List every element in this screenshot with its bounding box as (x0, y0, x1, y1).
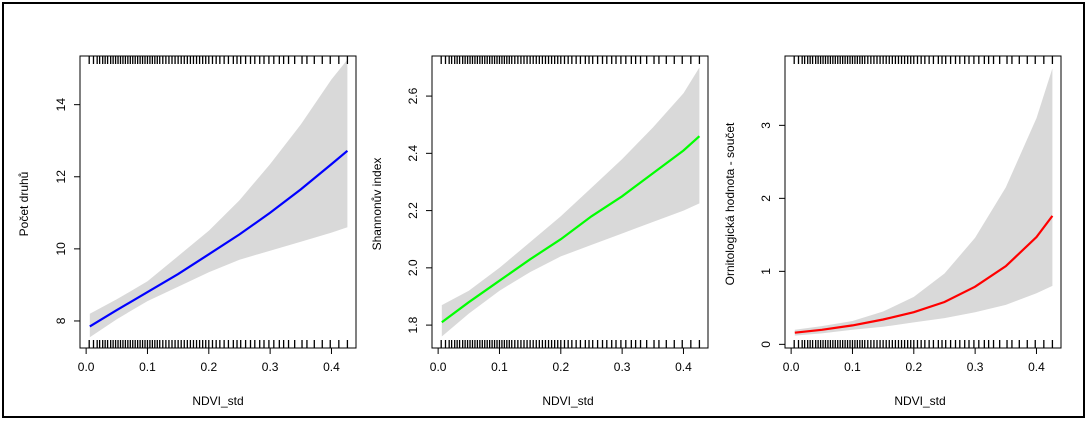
x-axis-label: NDVI_std (192, 394, 243, 408)
confidence-band (441, 67, 700, 337)
x-axis-label: NDVI_std (542, 394, 593, 408)
chart-panels: NDVI_std Počet druhů 0.0 0.1 0.2 0.3 0.48101… (17, 55, 1062, 408)
x-tick-label: 0.1 (139, 360, 156, 374)
y-tick-label: 1.8 (406, 316, 420, 333)
y-tick-label: 0 (759, 341, 773, 348)
plot-frame (784, 55, 1062, 349)
figure-frame: NDVI_std Počet druhů 0.0 0.1 0.2 0.3 0.4 8 10 1… (2, 2, 1085, 418)
y-tick-label: 14 (54, 98, 68, 112)
y-tick-label: 2.0 (406, 259, 420, 276)
x-tick-label: 0.1 (844, 360, 861, 374)
plot-frame (79, 55, 357, 349)
x-tick-label: 0.2 (905, 360, 922, 374)
x-axis-label: NDVI_std (894, 394, 945, 408)
panel-shannon-index: NDVI_std Shannonův index 0.0 0.1 0.2 0.3 0.4… (370, 55, 709, 408)
x-tick-label: 0.4 (323, 360, 340, 374)
y-tick-label: 10 (54, 242, 68, 256)
panel-ornithological-value: NDVI_std Ornitologická hodnota - součet … (723, 55, 1062, 408)
y-tick-label: 2.6 (406, 87, 420, 104)
panel-species-count: NDVI_std Počet druhů 0.0 0.1 0.2 0.3 0.4 8 10 1… (17, 55, 357, 408)
x-tick-label: 0.3 (967, 360, 984, 374)
x-tick-label: 0.0 (783, 360, 800, 374)
y-tick-label: 2.4 (406, 145, 420, 162)
y-tick-label: 2 (759, 195, 773, 202)
confidence-band (794, 68, 1053, 336)
y-tick-label: 12 (54, 170, 68, 184)
y-axis-label: Shannonův index (370, 158, 384, 251)
y-axis-label: Počet druhů (17, 172, 31, 237)
x-tick-label: 0.3 (262, 360, 279, 374)
y-tick-label: 8 (54, 317, 68, 324)
fitted-line (89, 149, 349, 328)
y-tick-label: 2.2 (406, 202, 420, 219)
fitted-line (441, 135, 701, 324)
y-axis-label: Ornitologická hodnota - součet (723, 122, 737, 285)
x-tick-label: 0.0 (430, 360, 447, 374)
x-tick-label: 0.3 (614, 360, 631, 374)
confidence-band (89, 59, 348, 338)
x-tick-label: 0.1 (491, 360, 508, 374)
fitted-line (794, 215, 1054, 334)
y-tick-label: 1 (759, 268, 773, 275)
x-tick-label: 0.4 (1028, 360, 1045, 374)
plot-frame (431, 55, 709, 349)
y-tick-label: 3 (759, 122, 773, 129)
x-tick-label: 0.2 (552, 360, 569, 374)
x-tick-label: 0.2 (200, 360, 217, 374)
x-tick-label: 0.0 (78, 360, 95, 374)
x-tick-label: 0.4 (675, 360, 692, 374)
